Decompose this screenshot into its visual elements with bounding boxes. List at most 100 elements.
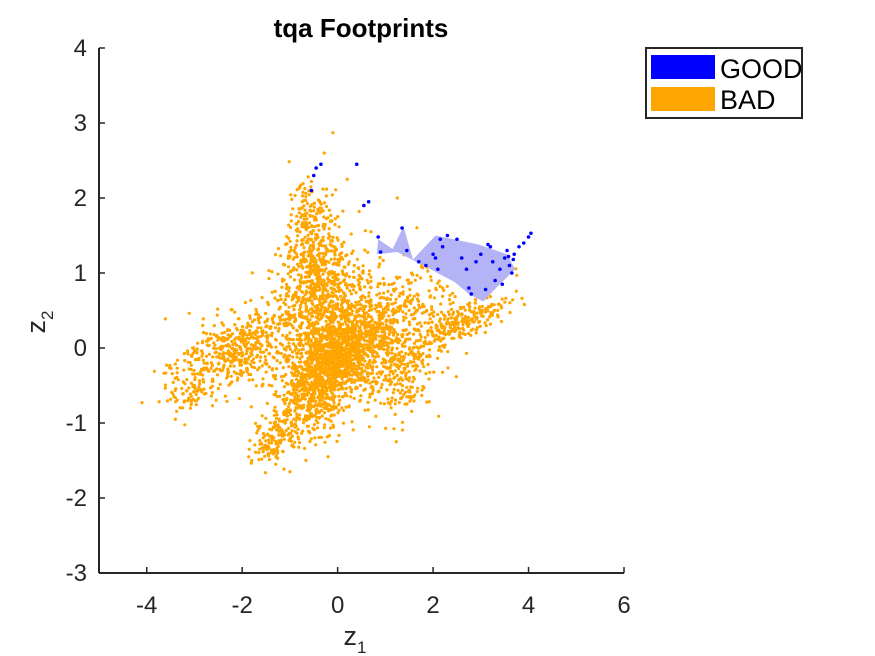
bad-point (425, 400, 429, 404)
bad-point (499, 319, 504, 324)
bad-point (194, 403, 198, 407)
bad-point (250, 365, 254, 369)
bad-point (287, 289, 291, 293)
bad-point (404, 351, 408, 356)
bad-point (317, 228, 321, 232)
bad-point (389, 381, 393, 385)
bad-point (403, 402, 407, 406)
bad-point (359, 394, 363, 398)
bad-point (393, 402, 397, 406)
bad-point (463, 308, 467, 312)
bad-point (337, 225, 341, 229)
bad-point (409, 299, 413, 303)
bad-point (426, 362, 430, 367)
bad-point (293, 408, 297, 413)
bad-point (395, 346, 399, 351)
bad-point (345, 286, 349, 290)
bad-point (294, 405, 298, 410)
bad-point (350, 377, 354, 381)
x-tick-label: 0 (331, 592, 344, 619)
bad-point (279, 297, 283, 301)
bad-point (245, 366, 249, 370)
bad-point (321, 371, 326, 375)
bad-point (352, 263, 356, 268)
bad-point (325, 204, 329, 209)
good-point (319, 162, 323, 167)
bad-point (329, 314, 333, 318)
bad-point (484, 307, 488, 311)
bad-point (261, 382, 265, 386)
bad-point (277, 327, 281, 331)
bad-point (306, 297, 310, 301)
bad-point (330, 361, 334, 365)
bad-point (369, 308, 373, 312)
bad-point (330, 388, 334, 392)
bad-point (391, 346, 395, 350)
bad-point (419, 354, 423, 358)
bad-point (331, 371, 335, 375)
bad-point (372, 332, 376, 336)
bad-point (340, 331, 344, 335)
bad-point (173, 417, 177, 421)
bad-point (344, 365, 348, 369)
bad-point (316, 421, 320, 425)
bad-point (395, 340, 399, 344)
bad-point (254, 307, 258, 311)
bad-point (342, 309, 346, 313)
bad-point (422, 304, 426, 309)
bad-point (255, 353, 260, 357)
bad-point (229, 308, 233, 312)
bad-point (477, 305, 482, 309)
bad-point (375, 343, 380, 347)
bad-point (379, 346, 383, 350)
bad-point (170, 390, 174, 394)
bad-point (239, 369, 243, 373)
bad-point (285, 418, 289, 422)
bad-point (228, 364, 232, 368)
bad-point (434, 288, 438, 292)
bad-point (313, 287, 317, 291)
bad-point (326, 271, 330, 275)
bad-point (311, 344, 315, 348)
bad-point (350, 327, 354, 331)
bad-point (407, 308, 411, 312)
bad-point (366, 374, 370, 378)
bad-point (309, 292, 313, 296)
bad-point (295, 286, 299, 290)
bad-point (312, 282, 316, 286)
bad-point (291, 257, 295, 261)
bad-point (414, 339, 418, 343)
bad-point (256, 326, 260, 330)
bad-point (418, 369, 422, 373)
bad-point (480, 314, 484, 318)
bad-point (382, 291, 386, 295)
bad-point (189, 398, 193, 402)
bad-point (303, 297, 307, 301)
bad-point (441, 331, 445, 335)
bad-point (284, 294, 288, 298)
bad-point (297, 207, 301, 211)
good-point (511, 257, 516, 262)
bad-point (316, 271, 320, 275)
bad-point (404, 298, 408, 302)
bad-point (370, 304, 374, 308)
bad-point (264, 311, 268, 316)
bad-point (359, 367, 363, 371)
bad-point (281, 313, 285, 317)
bad-point (401, 290, 405, 294)
bad-point (453, 295, 457, 299)
bad-point (274, 439, 278, 443)
bad-point (323, 423, 327, 427)
bad-point (213, 369, 217, 373)
bad-point (327, 227, 331, 231)
bad-point (347, 372, 352, 376)
bad-point (221, 344, 225, 348)
bad-point (303, 301, 307, 305)
bad-point (347, 327, 351, 331)
bad-point (267, 441, 271, 445)
bad-point (341, 408, 346, 412)
bad-point (397, 353, 401, 357)
bad-point (192, 390, 196, 394)
bad-point (407, 388, 412, 392)
bad-point (331, 235, 335, 239)
